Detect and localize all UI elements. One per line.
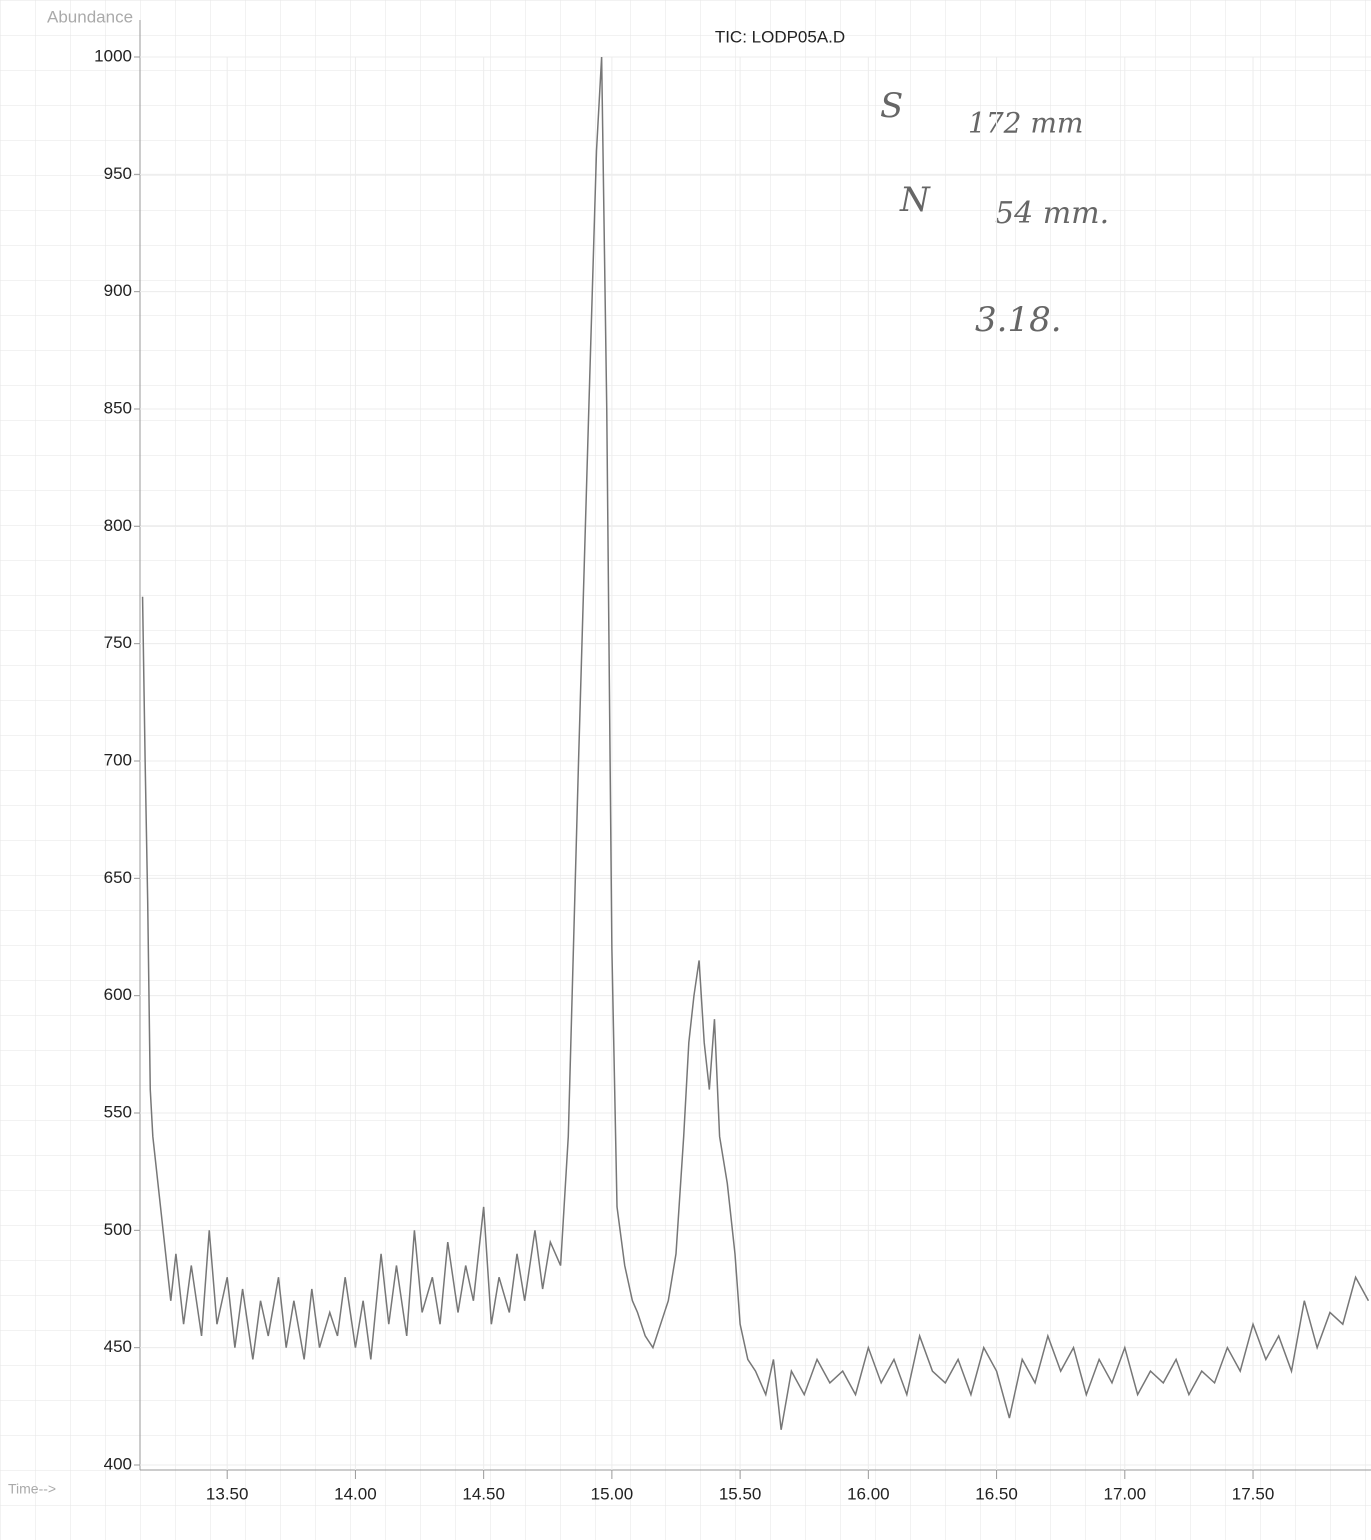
x-tick-label: 15.50 [719, 1484, 762, 1503]
y-tick-label: 950 [104, 164, 132, 183]
x-tick-label: 16.00 [847, 1484, 890, 1503]
x-tick-label: 17.50 [1232, 1484, 1275, 1503]
annotation: 172 mm [968, 107, 1083, 140]
y-tick-label: 400 [104, 1454, 132, 1473]
x-tick-label: 13.50 [206, 1484, 249, 1503]
annotation: N [899, 180, 931, 220]
annotation: 54 mm. [995, 196, 1109, 231]
y-tick-label: 750 [104, 633, 132, 652]
x-tick-label: 16.50 [975, 1484, 1018, 1503]
y-tick-label: 800 [104, 516, 132, 535]
x-axis-title: Time--> [8, 1481, 56, 1497]
chart-title: TIC: LODP05A.D [715, 27, 845, 46]
annotation: 3.18. [975, 300, 1062, 340]
y-tick-label: 500 [104, 1220, 132, 1239]
y-tick-label: 450 [104, 1337, 132, 1356]
y-tick-label: 1000 [94, 46, 132, 65]
y-tick-label: 650 [104, 868, 132, 887]
signal-line [141, 56, 1370, 1430]
x-tick-label: 17.00 [1104, 1484, 1147, 1503]
x-tick-label: 14.50 [462, 1484, 505, 1503]
y-tick-label: 550 [104, 1102, 132, 1121]
annotation: S [880, 86, 903, 126]
y-tick-label: 850 [104, 398, 132, 417]
x-tick-label: 15.00 [591, 1484, 634, 1503]
y-axis-title: Abundance [47, 7, 133, 26]
x-tick-label: 14.00 [334, 1484, 377, 1503]
y-tick-label: 900 [104, 281, 132, 300]
y-tick-label: 700 [104, 750, 132, 769]
y-tick-label: 600 [104, 985, 132, 1004]
